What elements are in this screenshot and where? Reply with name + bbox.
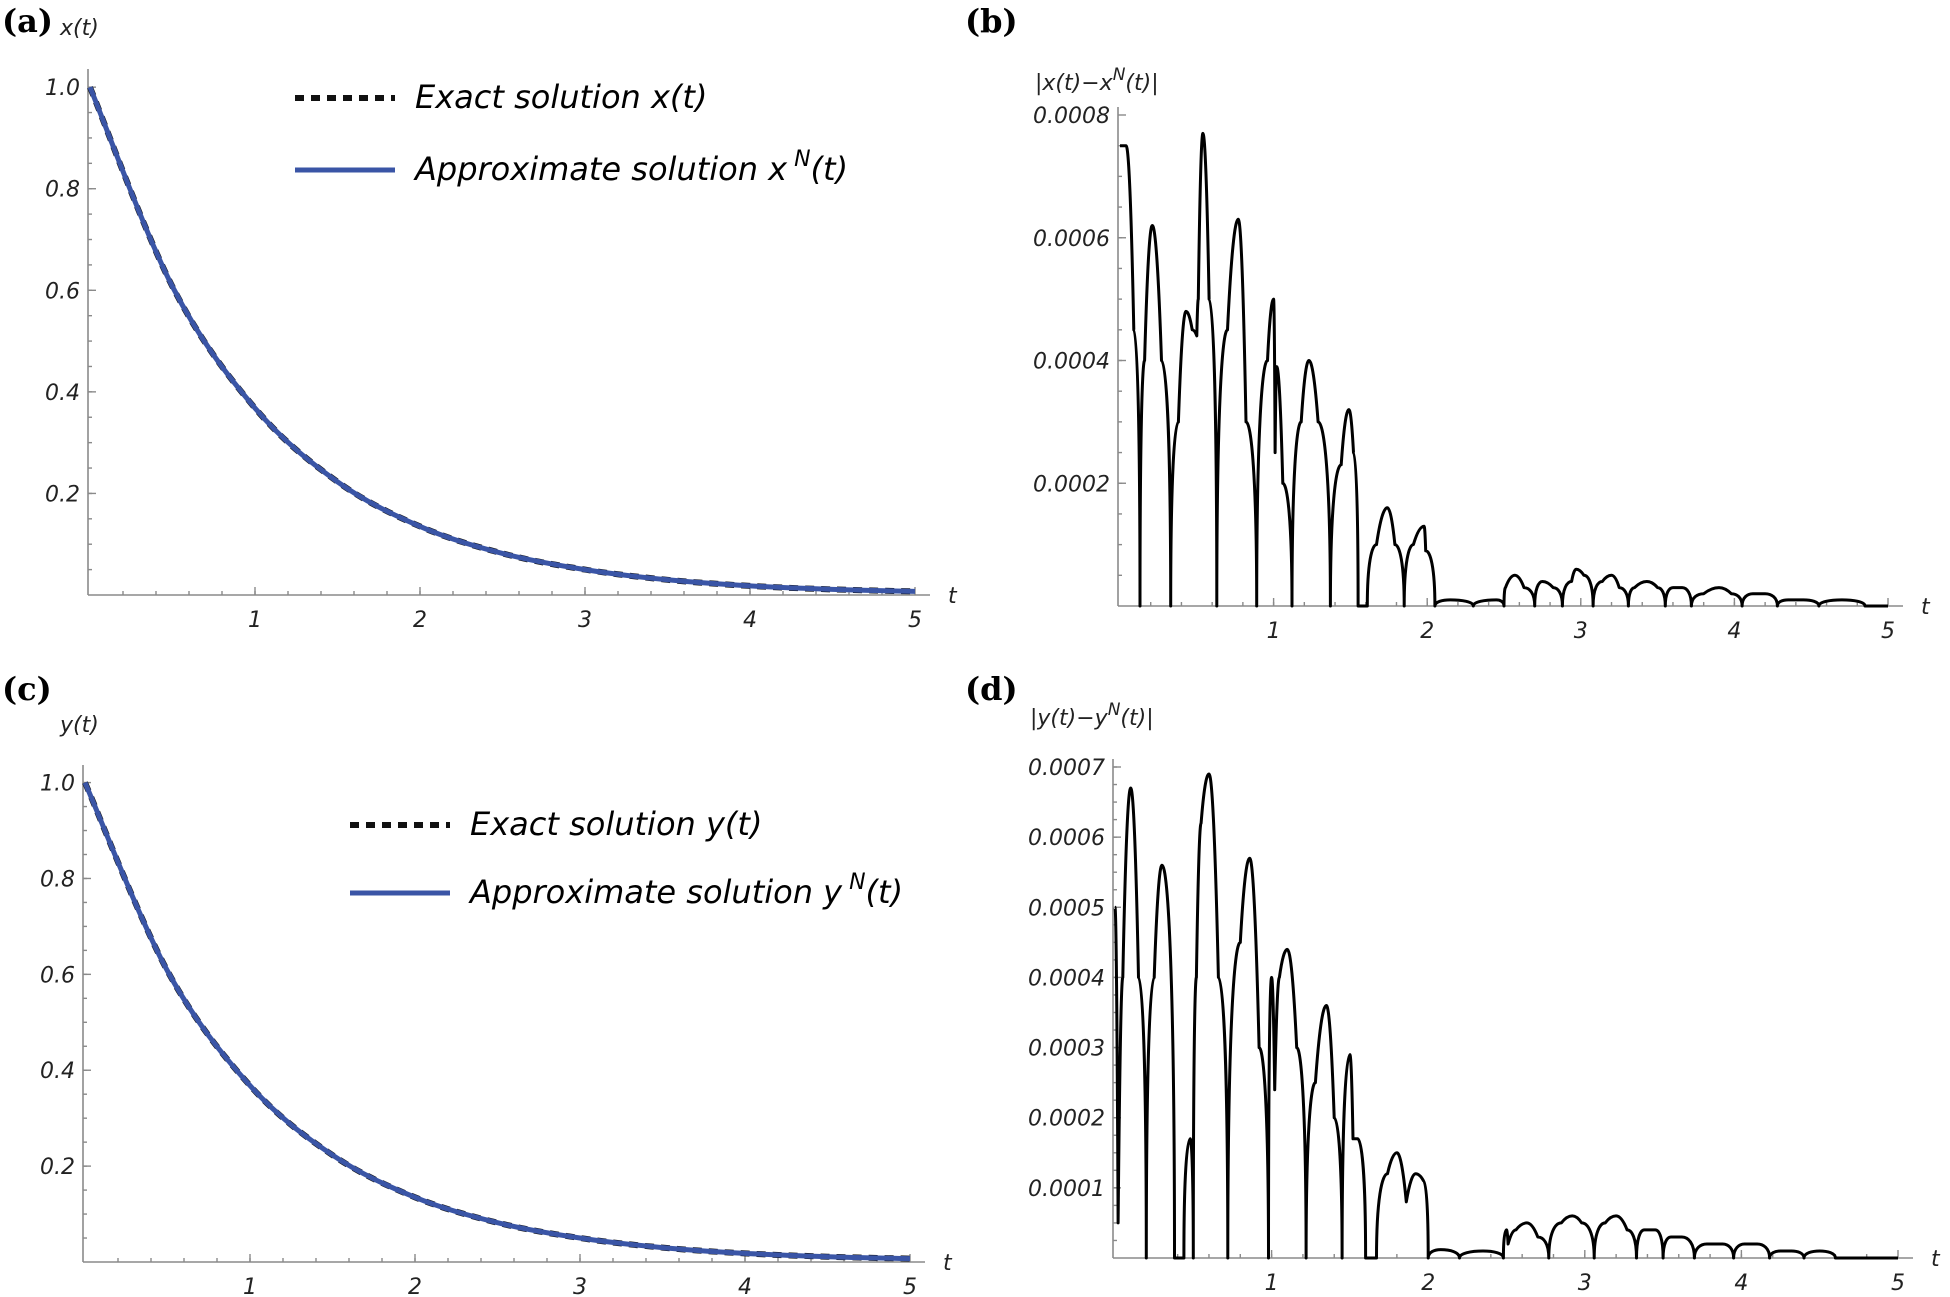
legend: Exact solution x(t) Approximate solution … bbox=[295, 78, 848, 188]
y-tick-label: 0.6 bbox=[40, 963, 75, 988]
y-tick-label: 0.4 bbox=[45, 381, 80, 406]
x-tick-label: 4 bbox=[743, 608, 757, 633]
y-tick-label: 0.4 bbox=[40, 1059, 75, 1084]
y-tick-label: 0.0004 bbox=[1033, 350, 1110, 375]
panel-c: (c) 1 2 3 4 5 0.2 0.4 0.6 0.8 1.0 t y(t) Exact soluti… bbox=[2, 670, 953, 1297]
y-axis-label: y(t) bbox=[59, 713, 99, 738]
panel-d: (d) 1 2 3 4 5 0.0001 0.0002 0.0003 0.0004 0.0005 0.… bbox=[965, 670, 1941, 1296]
y-axis-label: |x(t)−xN(t)| bbox=[1035, 65, 1159, 96]
x-tick-label: 1 bbox=[243, 1275, 257, 1297]
panel-label: (b) bbox=[965, 2, 1018, 40]
x-tick-label: 1 bbox=[1267, 619, 1281, 644]
series-error-line bbox=[1113, 772, 1898, 1260]
y-tick-label: 0.8 bbox=[40, 867, 75, 892]
x-axis-label: t bbox=[948, 584, 958, 609]
series-exact-line bbox=[82, 781, 911, 1262]
x-tick-label: 2 bbox=[1421, 1271, 1435, 1296]
x-tick-label: 2 bbox=[408, 1275, 422, 1297]
legend: Exact solution y(t) Approximate solution … bbox=[350, 805, 903, 911]
x-tick-label: 3 bbox=[1578, 1271, 1592, 1296]
y-axis-label: |y(t)−yN(t)| bbox=[1030, 700, 1154, 731]
legend-entry: Approximate solution x N(t) bbox=[413, 147, 848, 188]
legend-entry: Exact solution y(t) bbox=[470, 805, 762, 843]
x-tick-label: 4 bbox=[1727, 619, 1741, 644]
x-axis-label: t bbox=[1931, 1247, 1941, 1272]
panel-label: (c) bbox=[2, 670, 52, 708]
y-tick-label: 0.0002 bbox=[1028, 1107, 1105, 1132]
legend-entry: Approximate solution y N(t) bbox=[468, 870, 903, 911]
y-tick-label: 1.0 bbox=[40, 772, 75, 797]
panel-label: (d) bbox=[965, 670, 1018, 708]
panel-a: (a) 1 2 3 4 5 0.2 0.4 0.6 0.8 1.0 t x(t) Exact soluti… bbox=[2, 2, 958, 633]
y-tick-label: 0.0005 bbox=[1028, 896, 1105, 921]
x-tick-label: 4 bbox=[738, 1275, 752, 1297]
x-tick-label: 5 bbox=[1891, 1271, 1905, 1296]
x-tick-label: 5 bbox=[908, 608, 922, 633]
x-tick-label: 3 bbox=[1574, 619, 1588, 644]
panel-label: (a) bbox=[2, 2, 53, 40]
y-tick-label: 0.0006 bbox=[1033, 227, 1110, 252]
panel-b: (b) 1 2 3 4 5 0.0002 0.0004 0.0006 0.0008 t |x(t)−x… bbox=[965, 2, 1931, 644]
y-tick-label: 0.0004 bbox=[1028, 966, 1105, 991]
x-tick-label: 4 bbox=[1734, 1271, 1748, 1296]
y-tick-label: 0.0002 bbox=[1033, 472, 1110, 497]
y-tick-label: 0.0001 bbox=[1028, 1177, 1105, 1202]
x-axis-label: t bbox=[1921, 595, 1931, 620]
y-tick-label: 0.6 bbox=[45, 279, 80, 304]
x-tick-label: 2 bbox=[413, 608, 427, 633]
y-tick-label: 0.2 bbox=[45, 482, 80, 507]
x-tick-label: 3 bbox=[578, 608, 592, 633]
y-tick-label: 0.8 bbox=[45, 178, 80, 203]
x-tick-label: 5 bbox=[1881, 619, 1895, 644]
y-tick-label: 1.0 bbox=[45, 76, 80, 101]
x-tick-label: 1 bbox=[1265, 1271, 1279, 1296]
y-tick-label: 0.0008 bbox=[1033, 104, 1110, 129]
series-approx-line bbox=[82, 781, 911, 1262]
y-axis-label: x(t) bbox=[59, 16, 99, 41]
series-error-line bbox=[1120, 131, 1888, 608]
x-tick-label: 3 bbox=[573, 1275, 587, 1297]
y-tick-label: 0.2 bbox=[40, 1155, 75, 1180]
x-tick-label: 2 bbox=[1420, 619, 1434, 644]
series-approx-line bbox=[87, 86, 916, 594]
x-tick-label: 5 bbox=[903, 1275, 917, 1297]
y-tick-label: 0.0003 bbox=[1028, 1037, 1105, 1062]
y-tick-label: 0.0006 bbox=[1028, 826, 1105, 851]
legend-entry: Exact solution x(t) bbox=[415, 78, 707, 116]
x-tick-label: 1 bbox=[248, 608, 262, 633]
x-axis-label: t bbox=[943, 1251, 953, 1276]
y-tick-label: 0.0007 bbox=[1028, 756, 1105, 781]
